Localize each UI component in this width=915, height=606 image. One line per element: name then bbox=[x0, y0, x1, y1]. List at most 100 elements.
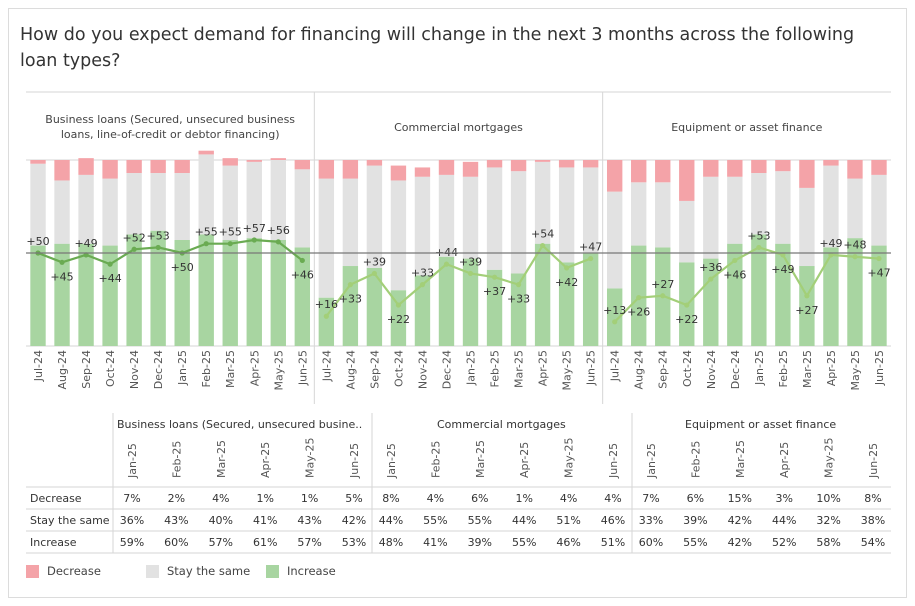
bar-increase bbox=[486, 269, 503, 346]
table-month-header: Feb-25 bbox=[170, 441, 183, 478]
net-balance-label: +55 bbox=[195, 226, 218, 239]
bar-increase bbox=[342, 266, 359, 346]
net-balance-label: +39 bbox=[363, 255, 386, 268]
table-cell: 53% bbox=[342, 536, 366, 549]
bar-stay-the-same bbox=[751, 173, 767, 235]
bar-decrease bbox=[751, 160, 767, 174]
bar-stay-the-same bbox=[871, 174, 887, 246]
bar-stay-the-same bbox=[558, 167, 575, 263]
bar-decrease bbox=[799, 160, 815, 188]
bar-increase bbox=[799, 266, 815, 346]
table-cell: 44% bbox=[772, 514, 796, 527]
bar-decrease bbox=[438, 160, 455, 175]
x-tick-label: May-25 bbox=[849, 350, 862, 391]
table-cell: 2% bbox=[168, 492, 185, 505]
table-month-header: Apr-25 bbox=[778, 442, 791, 478]
bar-increase bbox=[366, 267, 383, 346]
bar-stay-the-same bbox=[655, 182, 671, 248]
bar-decrease bbox=[655, 160, 671, 183]
net-balance-label: +39 bbox=[459, 255, 482, 268]
x-tick-label: Oct-24 bbox=[392, 350, 405, 387]
table-month-header: Feb-25 bbox=[429, 441, 442, 478]
bar-increase bbox=[534, 243, 551, 346]
bar-increase bbox=[438, 256, 455, 346]
x-tick-label: Nov-24 bbox=[705, 350, 718, 389]
bar-increase bbox=[871, 245, 887, 346]
x-tick-label: Nov-24 bbox=[416, 350, 429, 389]
bar-decrease bbox=[414, 167, 431, 177]
table-cell: 48% bbox=[379, 536, 403, 549]
net-balance-label: +52 bbox=[123, 231, 146, 244]
bar-stay-the-same bbox=[270, 160, 286, 240]
bar-stay-the-same bbox=[631, 182, 647, 246]
bar-stay-the-same bbox=[222, 165, 238, 240]
x-tick-label: Mar-25 bbox=[224, 350, 237, 388]
bar-decrease bbox=[703, 160, 719, 177]
x-tick-label: Aug-24 bbox=[633, 350, 646, 389]
table-cell: 1% bbox=[301, 492, 318, 505]
bar-decrease bbox=[606, 160, 623, 192]
net-balance-point bbox=[227, 241, 233, 247]
net-balance-label: +22 bbox=[675, 313, 698, 326]
table-cell: 4% bbox=[604, 492, 621, 505]
net-balance-label: +45 bbox=[50, 270, 73, 283]
table-cell: 42% bbox=[728, 514, 752, 527]
table-cell: 15% bbox=[728, 492, 752, 505]
net-balance-label: +50 bbox=[171, 261, 194, 274]
net-balance-point bbox=[564, 265, 570, 271]
x-tick-label: Dec-24 bbox=[152, 350, 165, 389]
panel-title-1-line-1: Business loans (Secured, unsecured busin… bbox=[45, 113, 295, 126]
table-cell: 4% bbox=[560, 492, 577, 505]
bar-stay-the-same bbox=[174, 173, 190, 240]
bar-increase bbox=[390, 290, 407, 346]
table-cell: 32% bbox=[816, 514, 840, 527]
bar-stay-the-same bbox=[342, 178, 359, 267]
bar-stay-the-same bbox=[366, 165, 383, 268]
x-tick-label: Nov-24 bbox=[128, 350, 141, 389]
bar-decrease bbox=[102, 160, 118, 179]
net-balance-label: +16 bbox=[315, 298, 338, 311]
table-month-header: Feb-25 bbox=[689, 441, 702, 478]
bar-increase bbox=[582, 253, 599, 346]
net-balance-point bbox=[395, 302, 402, 308]
table-cell: 5% bbox=[345, 492, 362, 505]
net-balance-point bbox=[371, 270, 378, 277]
net-balance-point bbox=[612, 319, 618, 325]
bar-stay-the-same bbox=[390, 180, 407, 291]
bar-increase bbox=[270, 239, 286, 346]
bar-decrease bbox=[318, 160, 335, 179]
legend-item-stay-the-same[interactable]: Stay the same bbox=[146, 563, 250, 579]
bar-decrease bbox=[582, 160, 599, 168]
net-balance-label: +49 bbox=[771, 263, 794, 276]
x-tick-label: Sep-24 bbox=[657, 350, 670, 389]
bar-decrease bbox=[150, 160, 166, 174]
net-balance-point bbox=[732, 257, 738, 264]
x-tick-label: Jan-25 bbox=[465, 350, 478, 386]
bar-decrease bbox=[78, 158, 94, 175]
bar-stay-the-same bbox=[534, 161, 551, 244]
bar-decrease bbox=[366, 160, 383, 166]
x-tick-label: Jun-25 bbox=[296, 350, 309, 386]
net-balance-label: +54 bbox=[531, 228, 554, 241]
bar-increase bbox=[126, 234, 142, 346]
bar-decrease bbox=[54, 160, 70, 181]
legend-swatch-increase bbox=[266, 564, 279, 578]
x-tick-label: Feb-25 bbox=[489, 350, 502, 387]
bar-decrease bbox=[390, 165, 407, 181]
bar-stay-the-same bbox=[606, 191, 623, 289]
table-cell: 1% bbox=[256, 492, 273, 505]
net-balance-line bbox=[613, 246, 880, 323]
net-balance-point bbox=[876, 255, 882, 262]
net-balance-point bbox=[323, 313, 329, 319]
table-cell: 55% bbox=[423, 514, 447, 527]
x-tick-label: Dec-24 bbox=[729, 350, 742, 389]
x-tick-label: Jun-25 bbox=[873, 350, 886, 386]
net-balance-label: +49 bbox=[819, 237, 842, 250]
bar-decrease bbox=[727, 160, 743, 177]
legend-item-decrease[interactable]: Decrease bbox=[26, 563, 101, 579]
table-cell: 57% bbox=[209, 536, 233, 549]
bar-decrease bbox=[510, 160, 527, 172]
x-tick-label: Sep-24 bbox=[368, 350, 381, 389]
legend-item-increase[interactable]: Increase bbox=[266, 563, 336, 579]
net-balance-point bbox=[515, 282, 522, 288]
